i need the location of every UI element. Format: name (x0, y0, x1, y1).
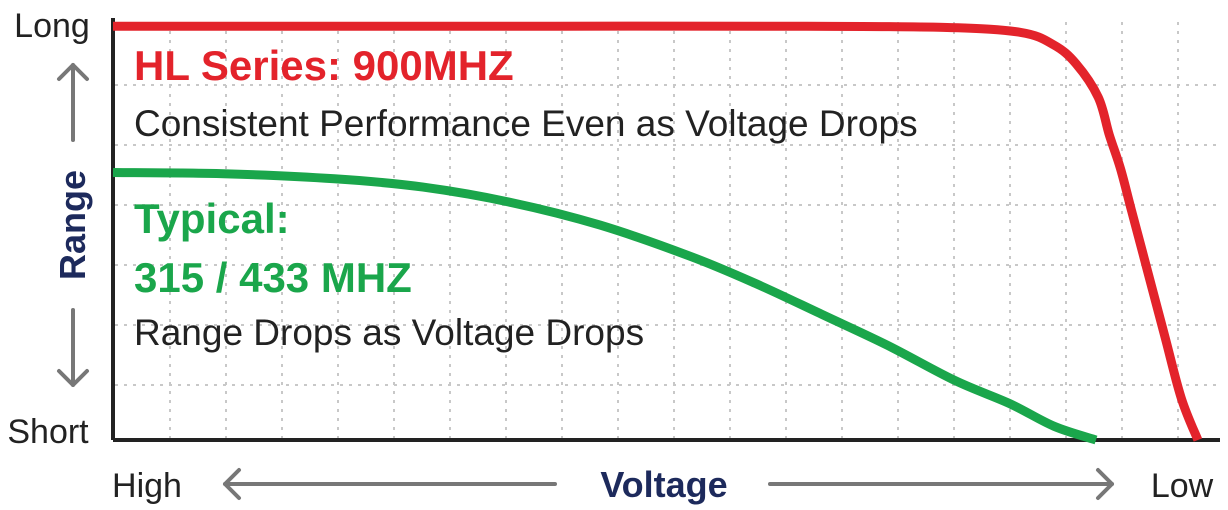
hl-series-line (113, 21, 1203, 442)
y-down-arrow-icon (57, 308, 89, 387)
x-left-arrow-icon (223, 468, 557, 500)
grid (115, 22, 1220, 438)
y-tick-top: Long (14, 7, 90, 45)
y-tick-bottom: Short (7, 413, 89, 451)
typical-series-description: Range Drops as Voltage Drops (134, 312, 644, 353)
y-up-arrow-icon (57, 63, 89, 142)
series-lines (112, 21, 1203, 445)
x-axis-title: Voltage (600, 464, 727, 505)
typical-series-frequency: 315 / 433 MHZ (134, 254, 412, 301)
hl-series-description: Consistent Performance Even as Voltage D… (134, 103, 918, 144)
y-axis-title: Range (52, 170, 93, 280)
hl-series-label: HL Series: 900MHZ (134, 42, 514, 89)
typical-series-label: Typical: (134, 195, 290, 242)
x-tick-right: Low (1151, 467, 1214, 505)
x-right-arrow-icon (768, 468, 1114, 500)
x-tick-left: High (112, 467, 182, 505)
typical-series-line (112, 168, 1098, 445)
